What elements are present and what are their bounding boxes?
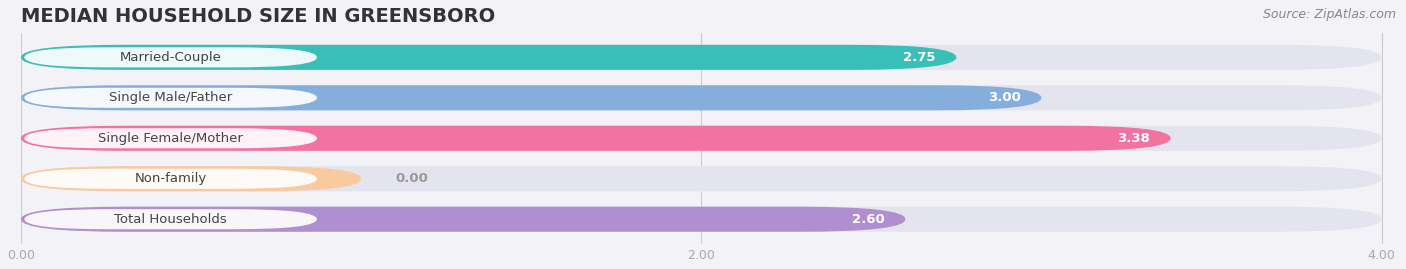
FancyBboxPatch shape <box>21 45 1382 70</box>
FancyBboxPatch shape <box>24 209 316 229</box>
Text: Non-family: Non-family <box>135 172 207 185</box>
FancyBboxPatch shape <box>21 85 1382 110</box>
FancyBboxPatch shape <box>21 85 1042 110</box>
Text: Single Male/Father: Single Male/Father <box>110 91 232 104</box>
Text: Single Female/Mother: Single Female/Mother <box>98 132 243 145</box>
Text: 3.00: 3.00 <box>988 91 1021 104</box>
FancyBboxPatch shape <box>21 166 1382 191</box>
FancyBboxPatch shape <box>21 126 1171 151</box>
Text: 3.38: 3.38 <box>1118 132 1150 145</box>
Text: 2.75: 2.75 <box>904 51 936 64</box>
FancyBboxPatch shape <box>21 207 905 232</box>
FancyBboxPatch shape <box>24 128 316 148</box>
Text: 0.00: 0.00 <box>395 172 427 185</box>
FancyBboxPatch shape <box>21 207 1382 232</box>
Text: MEDIAN HOUSEHOLD SIZE IN GREENSBORO: MEDIAN HOUSEHOLD SIZE IN GREENSBORO <box>21 7 495 26</box>
Text: 2.60: 2.60 <box>852 213 884 226</box>
FancyBboxPatch shape <box>21 45 956 70</box>
Text: Source: ZipAtlas.com: Source: ZipAtlas.com <box>1263 8 1396 21</box>
Text: Married-Couple: Married-Couple <box>120 51 222 64</box>
FancyBboxPatch shape <box>21 166 361 191</box>
Text: Total Households: Total Households <box>114 213 226 226</box>
FancyBboxPatch shape <box>24 47 316 67</box>
FancyBboxPatch shape <box>24 169 316 189</box>
FancyBboxPatch shape <box>24 88 316 108</box>
FancyBboxPatch shape <box>21 126 1382 151</box>
